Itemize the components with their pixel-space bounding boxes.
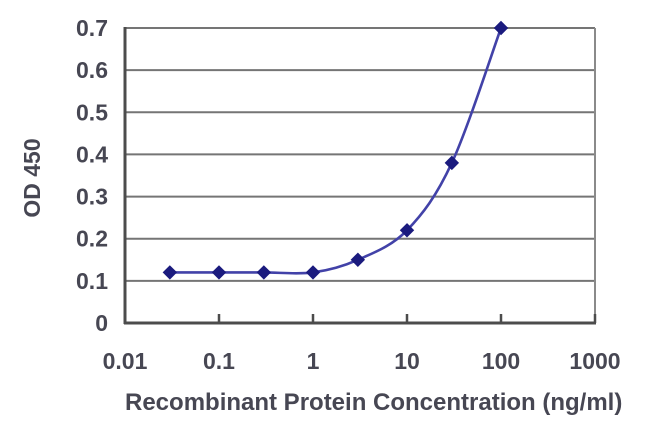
- data-point-marker: [162, 265, 178, 280]
- data-point-marker: [444, 155, 460, 171]
- data-point-marker: [256, 265, 272, 280]
- data-point-marker: [211, 265, 227, 280]
- x-axis-title: Recombinant Protein Concentration (ng/ml…: [125, 389, 623, 416]
- y-tick-label: 0: [95, 310, 108, 336]
- y-tick-label: 0.7: [76, 15, 108, 41]
- x-tick-label: 0.01: [103, 348, 148, 374]
- x-tick-label: 0.1: [203, 348, 235, 374]
- data-point-marker: [493, 20, 509, 36]
- x-tick-label: 100: [482, 348, 520, 374]
- series-line: [169, 27, 503, 275]
- x-tick-label: 1000: [569, 348, 620, 374]
- data-point-marker: [399, 223, 415, 238]
- x-tick-label: 10: [394, 348, 420, 374]
- y-tick-label: 0.5: [76, 99, 108, 125]
- y-tick-label: 0.6: [76, 57, 108, 83]
- data-point-marker: [350, 252, 366, 267]
- y-tick-label: 0.2: [76, 226, 108, 252]
- y-axis-title: OD 450: [19, 138, 45, 218]
- y-tick-label: 0.3: [76, 184, 108, 210]
- x-tick-label: 1: [307, 348, 320, 374]
- y-tick-label: 0.1: [76, 268, 108, 294]
- data-point-marker: [305, 265, 321, 280]
- y-tick-label: 0.4: [76, 141, 108, 167]
